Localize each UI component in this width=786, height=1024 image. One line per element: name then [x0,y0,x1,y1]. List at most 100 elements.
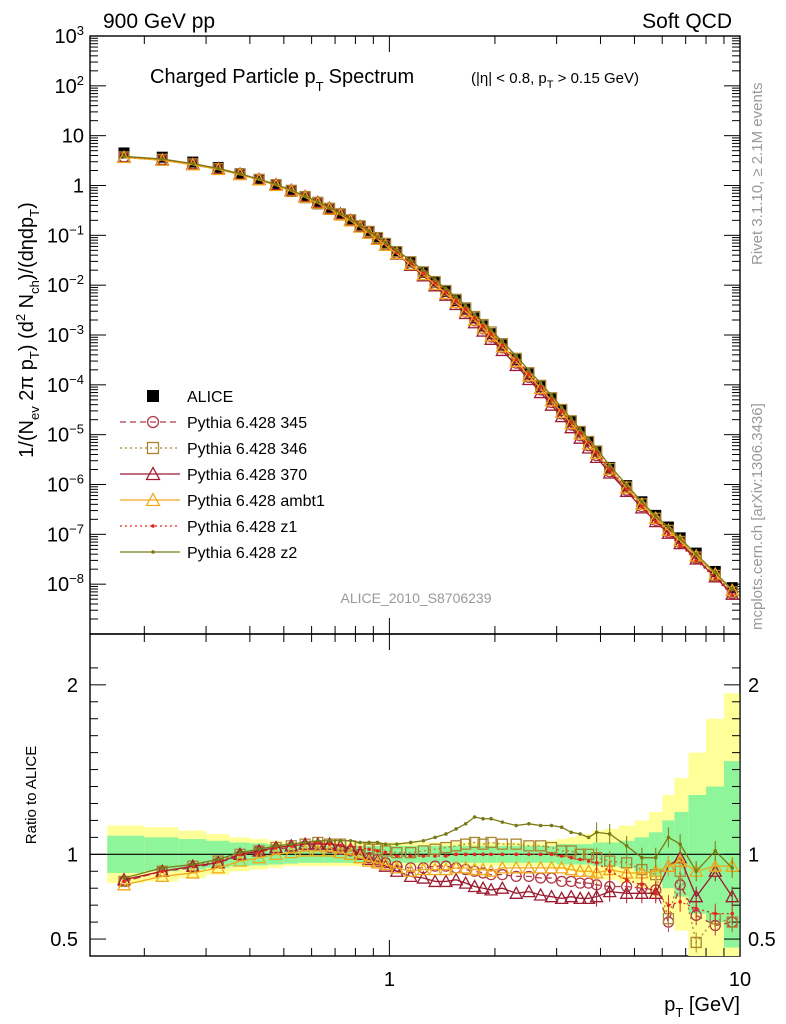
data-point [316,200,320,204]
data-point [427,278,443,292]
data-point [678,536,682,541]
data-point [151,524,155,528]
data-point [713,576,718,581]
data-point [586,859,591,863]
data-point [607,467,612,472]
data-point [155,868,170,882]
y-tick-label: 10−6 [47,472,84,497]
data-point [573,891,588,905]
data-point [289,842,294,846]
data-point [333,845,348,859]
data-point [475,862,491,876]
data-point [554,860,569,874]
upper-series-layer [116,147,740,600]
ratio-uncertainty-bands [90,693,740,956]
data-point [467,862,482,876]
data-point [232,853,248,867]
data-point [607,869,612,874]
data-point [421,271,426,275]
data-point [433,854,437,858]
data-point [274,844,278,848]
data-point [361,852,377,866]
data-point [408,840,413,845]
data-point [549,852,554,857]
data-point [485,836,497,849]
data-point [514,823,519,828]
ratio-series-5 [122,815,734,882]
data-point [284,838,299,852]
data-point [421,838,426,843]
lower-frame [89,633,741,957]
legend-item-2: Pythia 6.428 346 [120,441,307,458]
data-point [343,846,358,860]
data-point [358,840,362,845]
legend-label: Pythia 6.428 346 [187,441,307,458]
data-point [496,838,509,850]
data-point [586,437,591,442]
data-point [574,877,586,889]
data-point [375,840,380,845]
data-point [509,860,524,874]
data-point [538,823,543,828]
data-point [489,328,493,332]
data-point [725,889,740,903]
data-point [533,887,548,901]
data-point [408,854,413,858]
data-point [268,846,284,860]
data-point [370,853,385,867]
data-point [496,869,509,881]
data-point [463,822,468,826]
data-point [624,487,629,492]
data-point [589,865,604,879]
data-point [454,298,458,303]
data-point [578,430,582,435]
ratio-series-4 [122,840,734,924]
data-point [509,885,524,899]
data-point [564,862,579,876]
data-point [122,879,126,884]
data-point [238,850,242,855]
data-point [495,339,510,353]
data-point [619,885,634,899]
data-point [472,316,477,320]
data-point [586,835,591,840]
data-point [578,857,582,862]
y-tick-label: 10−3 [47,322,84,347]
data-point [653,889,658,894]
data-point [160,157,165,161]
data-point [578,832,582,836]
data-point [348,217,353,222]
data-point [666,835,671,840]
data-point [274,182,278,187]
data-point [375,849,380,853]
data-point [483,882,499,896]
data-point [559,409,564,413]
data-point [416,862,431,876]
data-point [634,885,649,899]
data-point [544,393,559,407]
data-point [544,860,559,874]
data-point [316,838,320,843]
data-point [352,846,368,860]
data-point [481,816,485,821]
data-point [433,835,437,840]
data-point [361,853,377,867]
data-point [489,852,493,857]
data-point [395,842,399,846]
data-point [472,815,477,819]
y-tick-label: 10−2 [47,272,84,297]
data-point [433,280,437,285]
data-point [527,372,531,376]
data-point [438,862,454,876]
data-point [156,151,168,163]
data-point [527,368,531,373]
data-point [146,441,160,455]
data-point [475,320,491,334]
data-point [730,866,734,870]
data-point [458,306,473,320]
data-point [191,862,195,867]
data-point [238,171,242,176]
data-point [458,875,473,889]
data-point [454,827,458,831]
data-point [370,855,385,869]
